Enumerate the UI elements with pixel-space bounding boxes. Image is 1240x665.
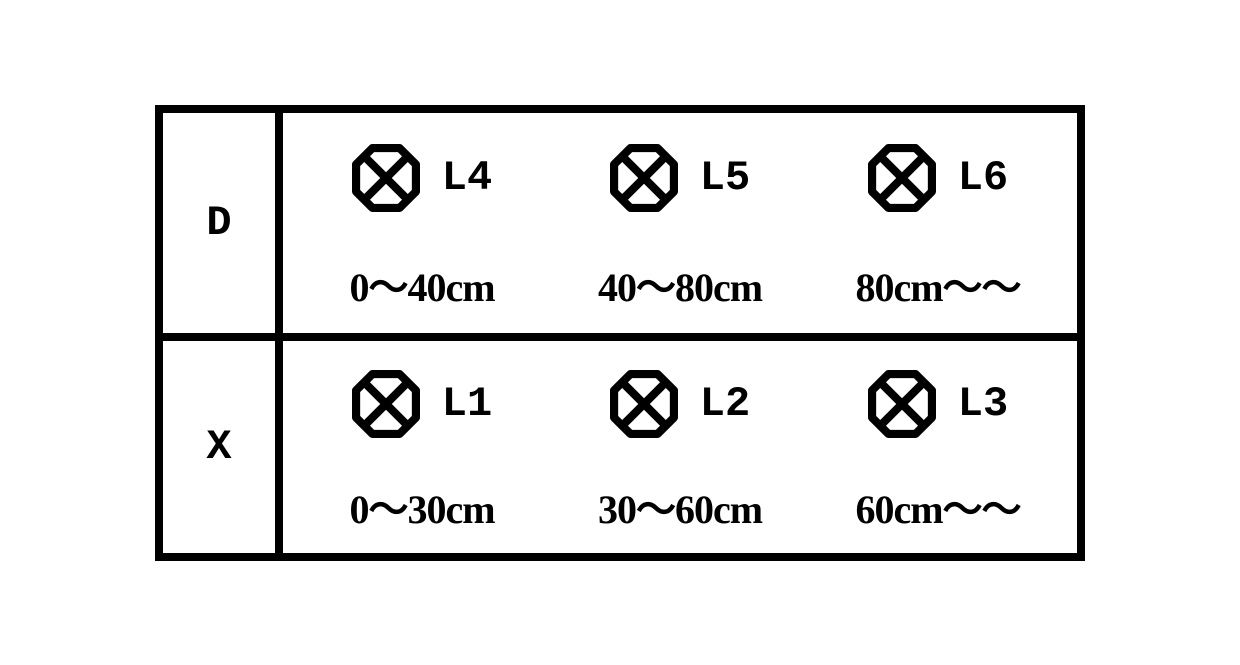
lamp-row-x-1: L2	[610, 359, 750, 449]
indicator-panel: D L4 0～40cm	[155, 105, 1085, 561]
lamp-label: L5	[700, 154, 750, 202]
lamp-icon	[610, 144, 678, 212]
lamp-row-d-2: L6	[868, 133, 1008, 223]
cell-x-2: L3 60cm～～	[809, 351, 1067, 543]
lamp-icon	[868, 144, 936, 212]
lamp-icon	[868, 370, 936, 438]
lamp-label: L1	[442, 380, 492, 428]
row-d-label: D	[163, 113, 283, 333]
cell-d-1: L5 40～80cm	[551, 123, 809, 323]
row-d: D L4 0～40cm	[163, 113, 1077, 333]
lamp-icon	[610, 370, 678, 438]
lamp-icon	[352, 370, 420, 438]
row-x: X L1 0～30cm	[163, 333, 1077, 553]
range-text: 0～40cm	[349, 255, 494, 313]
lamp-icon	[352, 144, 420, 212]
range-text: 30～60cm	[598, 477, 762, 535]
lamp-label: L2	[700, 380, 750, 428]
range-text: 80cm～～	[855, 255, 1020, 313]
cell-d-2: L6 80cm～～	[809, 123, 1067, 323]
lamp-row-x-2: L3	[868, 359, 1008, 449]
cell-x-1: L2 30～60cm	[551, 351, 809, 543]
row-d-content: L4 0～40cm L5 40～80cm	[283, 113, 1077, 333]
range-text: 0～30cm	[349, 477, 494, 535]
lamp-label: L3	[958, 380, 1008, 428]
row-x-content: L1 0～30cm L2 30～60cm	[283, 341, 1077, 553]
lamp-row-d-0: L4	[352, 133, 492, 223]
lamp-label: L6	[958, 154, 1008, 202]
range-text: 40～80cm	[598, 255, 762, 313]
cell-d-0: L4 0～40cm	[293, 123, 551, 323]
range-text: 60cm～～	[855, 477, 1020, 535]
lamp-row-x-0: L1	[352, 359, 492, 449]
row-x-label: X	[163, 341, 283, 553]
cell-x-0: L1 0～30cm	[293, 351, 551, 543]
lamp-row-d-1: L5	[610, 133, 750, 223]
lamp-label: L4	[442, 154, 492, 202]
